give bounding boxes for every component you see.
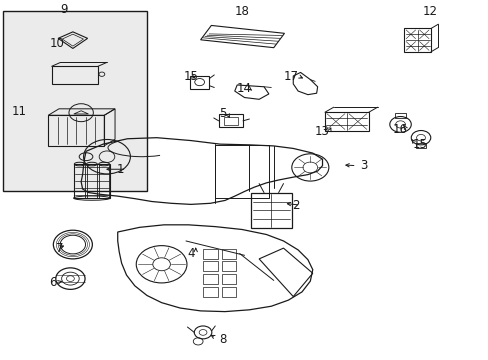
Bar bbox=[203, 249, 217, 259]
Bar bbox=[221, 274, 236, 284]
Text: 18: 18 bbox=[234, 5, 249, 18]
Text: 1: 1 bbox=[116, 163, 123, 176]
Text: 5: 5 bbox=[219, 107, 226, 120]
Text: 17: 17 bbox=[283, 69, 298, 82]
Bar bbox=[203, 274, 217, 284]
Bar bbox=[415, 143, 425, 148]
Text: 2: 2 bbox=[291, 199, 299, 212]
Text: 12: 12 bbox=[422, 5, 436, 18]
Text: 16: 16 bbox=[392, 123, 407, 136]
Text: 8: 8 bbox=[219, 333, 226, 346]
Text: 9: 9 bbox=[60, 3, 68, 16]
Text: 6: 6 bbox=[49, 276, 57, 289]
Bar bbox=[394, 113, 406, 118]
Bar bbox=[250, 193, 291, 228]
Bar bbox=[203, 287, 217, 297]
Bar bbox=[221, 287, 236, 297]
Text: 15: 15 bbox=[412, 138, 427, 150]
Text: 13: 13 bbox=[314, 125, 329, 138]
Bar bbox=[189, 76, 209, 89]
Text: 7: 7 bbox=[56, 242, 64, 255]
Text: 10: 10 bbox=[49, 37, 64, 50]
Bar bbox=[404, 28, 430, 52]
Text: 11: 11 bbox=[12, 105, 27, 118]
Bar bbox=[221, 261, 236, 271]
Text: 4: 4 bbox=[187, 247, 194, 260]
Text: 15: 15 bbox=[183, 69, 198, 82]
Bar bbox=[203, 261, 217, 271]
Bar bbox=[221, 249, 236, 259]
Text: 3: 3 bbox=[360, 159, 367, 172]
Text: 14: 14 bbox=[237, 82, 251, 95]
Bar bbox=[73, 164, 110, 198]
Bar bbox=[218, 114, 243, 127]
Bar bbox=[223, 117, 238, 125]
Bar bbox=[215, 145, 268, 198]
Bar bbox=[325, 112, 368, 131]
Bar bbox=[3, 12, 147, 191]
